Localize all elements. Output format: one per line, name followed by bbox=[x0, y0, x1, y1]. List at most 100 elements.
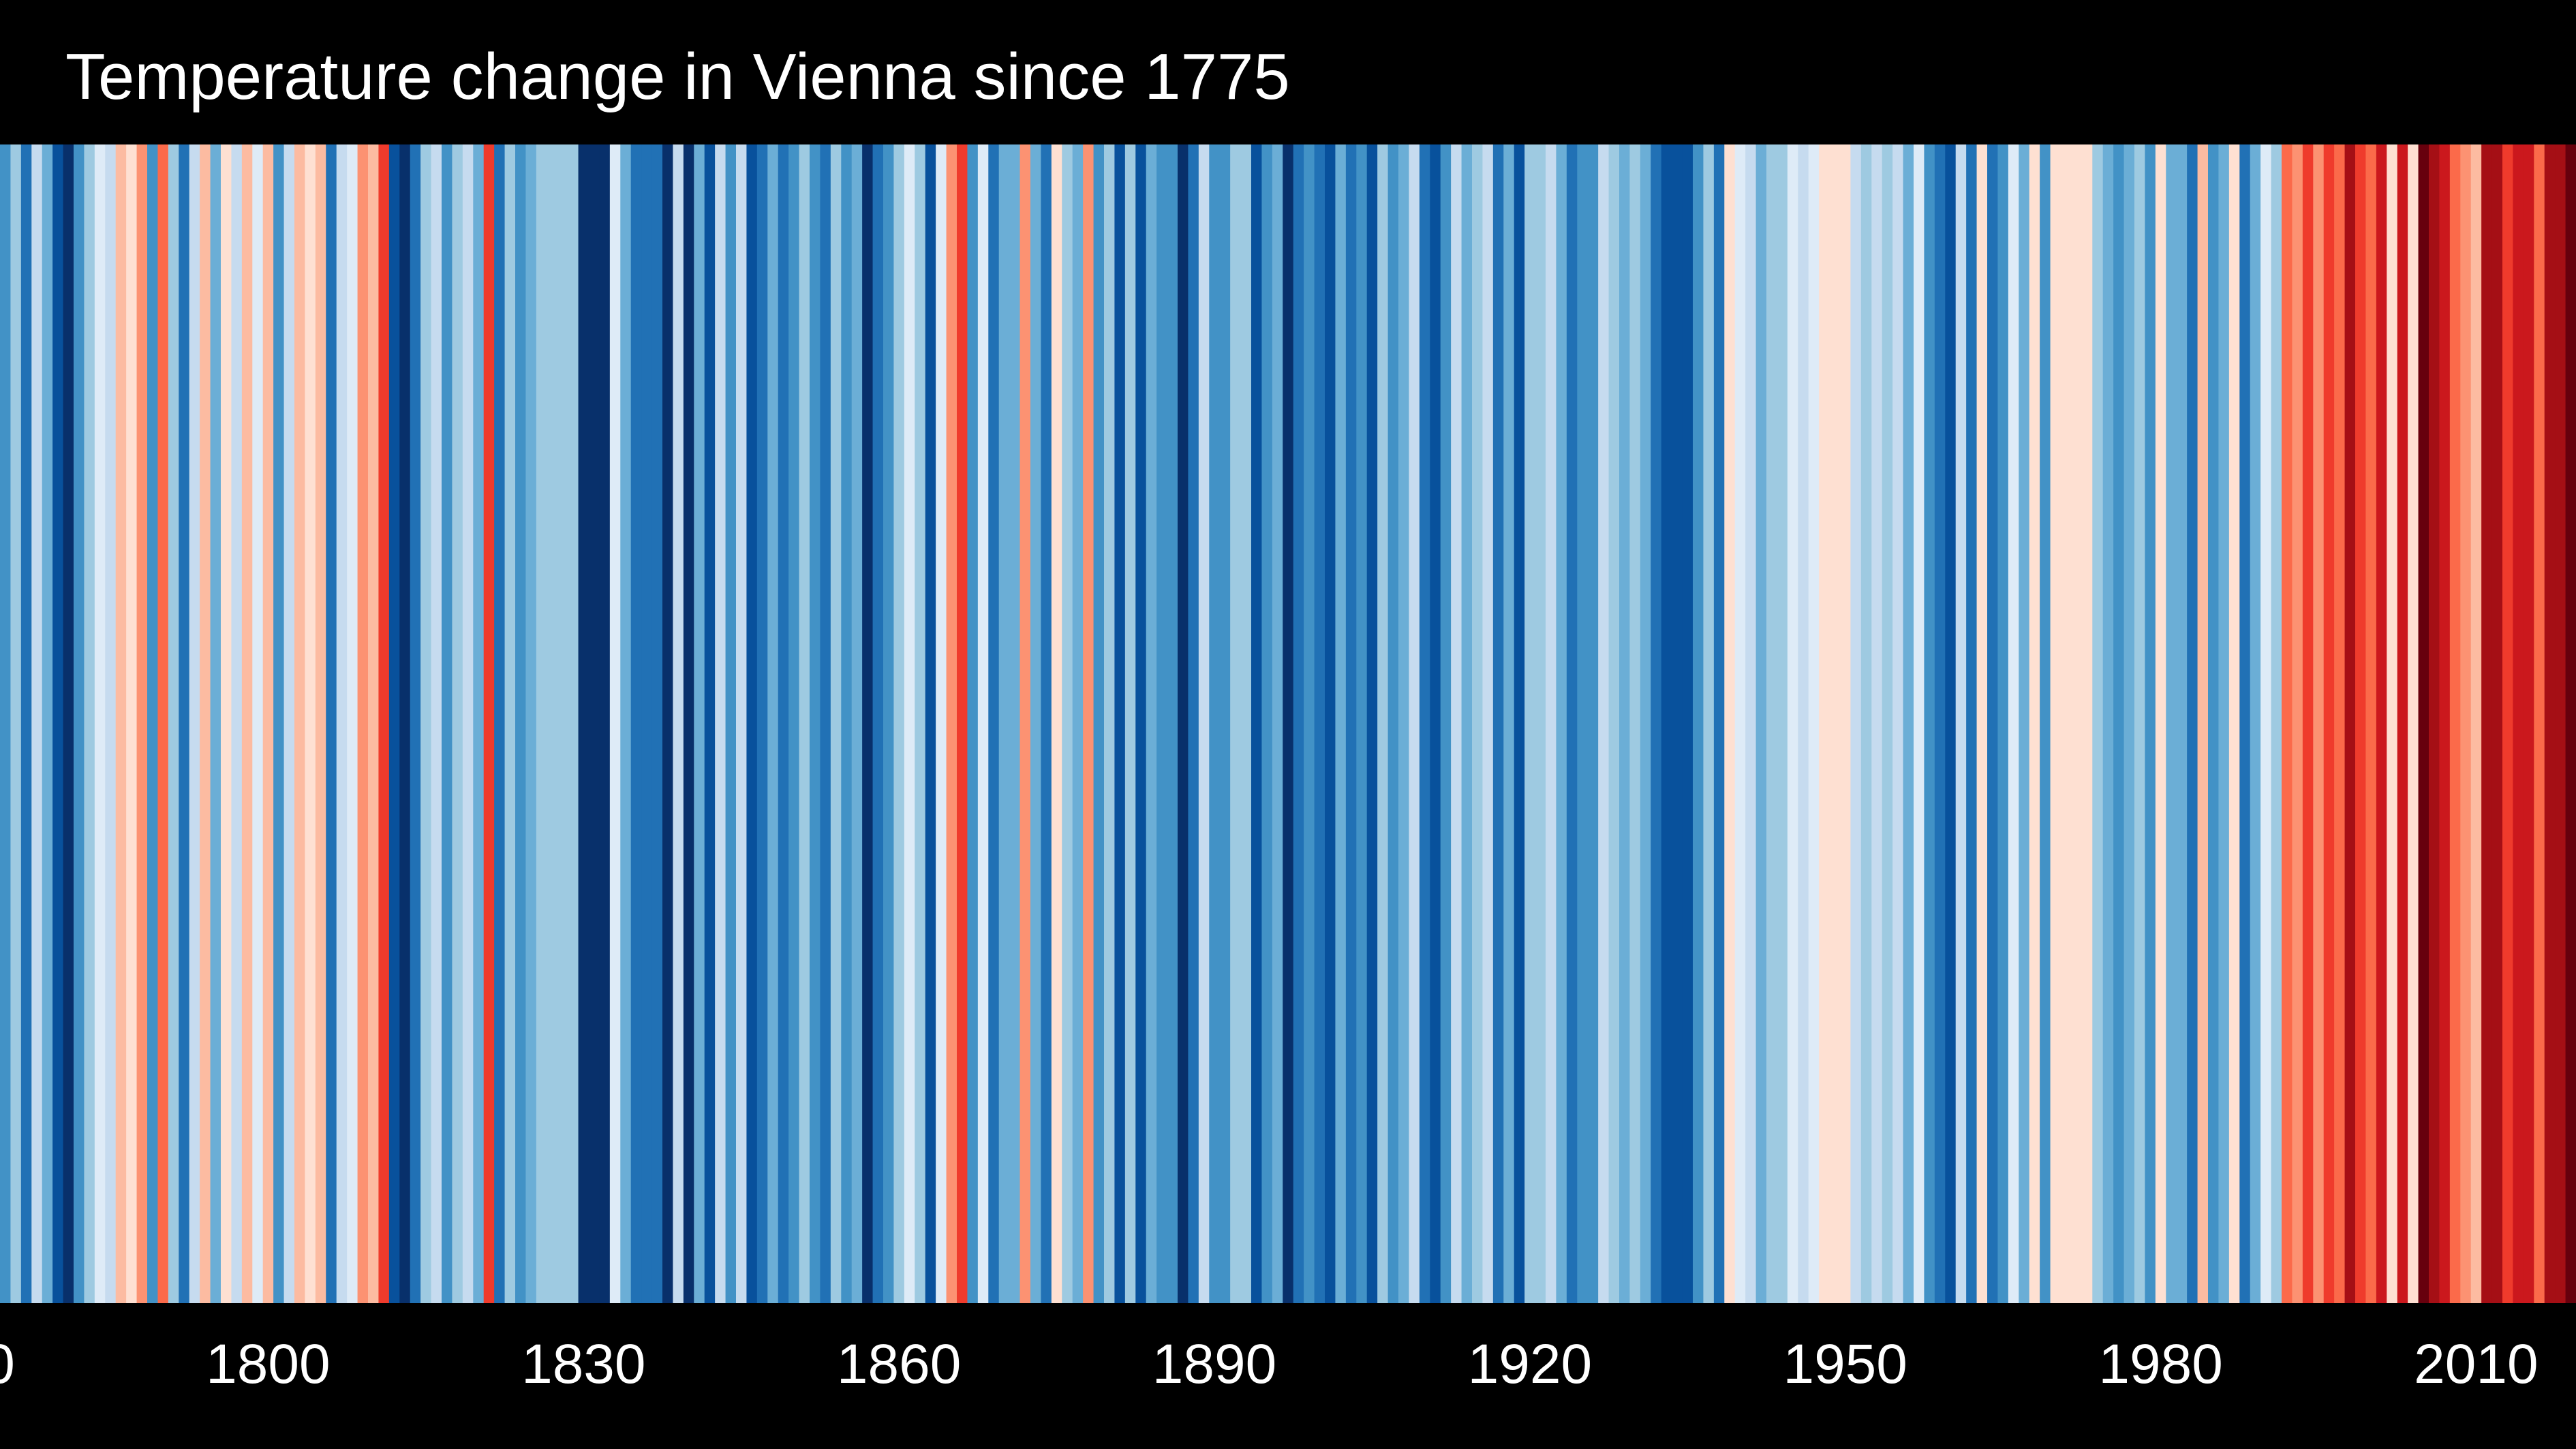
stripe-1830 bbox=[578, 144, 589, 1303]
stripe-1903 bbox=[1345, 144, 1357, 1303]
stripe-1936 bbox=[1693, 144, 1704, 1303]
stripe-1786 bbox=[115, 144, 127, 1303]
stripe-1856 bbox=[851, 144, 863, 1303]
stripe-1933 bbox=[1661, 144, 1672, 1303]
stripe-1917 bbox=[1492, 144, 1504, 1303]
stripe-1907 bbox=[1387, 144, 1399, 1303]
x-tick-label: 1800 bbox=[206, 1333, 331, 1395]
stripe-2017 bbox=[2544, 144, 2556, 1303]
stripe-1982 bbox=[2176, 144, 2188, 1303]
stripe-1864 bbox=[936, 144, 947, 1303]
stripe-1941 bbox=[1745, 144, 1757, 1303]
stripe-1804 bbox=[305, 144, 316, 1303]
stripe-1977 bbox=[2123, 144, 2135, 1303]
stripe-1871 bbox=[1009, 144, 1021, 1303]
stripe-1800 bbox=[262, 144, 274, 1303]
stripe-1889 bbox=[1198, 144, 1210, 1303]
stripe-2019 bbox=[2565, 144, 2576, 1303]
stripe-1841 bbox=[694, 144, 705, 1303]
x-tick-label: 1770 bbox=[0, 1330, 15, 1399]
stripe-1915 bbox=[1472, 144, 1484, 1303]
stripe-1860 bbox=[893, 144, 905, 1303]
stripe-1998 bbox=[2344, 144, 2356, 1303]
stripe-1964 bbox=[1987, 144, 1999, 1303]
stripe-1951 bbox=[1850, 144, 1862, 1303]
stripe-1791 bbox=[168, 144, 179, 1303]
stripe-1905 bbox=[1366, 144, 1378, 1303]
stripe-1896 bbox=[1272, 144, 1283, 1303]
stripe-1997 bbox=[2334, 144, 2346, 1303]
stripe-1816 bbox=[431, 144, 442, 1303]
x-tick-label: 2010 bbox=[2414, 1333, 2539, 1395]
stripe-1922 bbox=[1546, 144, 1557, 1303]
stripe-1886 bbox=[1167, 144, 1178, 1303]
stripe-1807 bbox=[336, 144, 348, 1303]
stripe-1958 bbox=[1924, 144, 1935, 1303]
stripe-1780 bbox=[52, 144, 64, 1303]
x-tick-label: 1890 bbox=[1152, 1333, 1277, 1395]
stripe-1955 bbox=[1892, 144, 1904, 1303]
stripe-1781 bbox=[63, 144, 74, 1303]
stripe-1902 bbox=[1335, 144, 1347, 1303]
stripe-1845 bbox=[736, 144, 748, 1303]
stripe-1775 bbox=[0, 144, 12, 1303]
stripe-1817 bbox=[442, 144, 453, 1303]
stripe-2012 bbox=[2491, 144, 2503, 1303]
stripe-1963 bbox=[1976, 144, 1988, 1303]
stripe-1882 bbox=[1124, 144, 1136, 1303]
stripe-1820 bbox=[473, 144, 485, 1303]
stripe-1823 bbox=[504, 144, 516, 1303]
stripe-1853 bbox=[820, 144, 831, 1303]
stripe-1940 bbox=[1734, 144, 1746, 1303]
stripe-1805 bbox=[315, 144, 326, 1303]
warming-stripes-plot bbox=[0, 144, 2576, 1303]
stripe-1966 bbox=[2008, 144, 2019, 1303]
stripe-1842 bbox=[704, 144, 716, 1303]
chart-title: Temperature change in Vienna since 1775 bbox=[65, 40, 1290, 113]
stripe-1881 bbox=[1114, 144, 1126, 1303]
stripe-1988 bbox=[2239, 144, 2251, 1303]
stripe-1944 bbox=[1777, 144, 1788, 1303]
stripe-1929 bbox=[1619, 144, 1631, 1303]
stripe-1797 bbox=[231, 144, 243, 1303]
stripe-1974 bbox=[2092, 144, 2104, 1303]
stripe-1938 bbox=[1713, 144, 1725, 1303]
stripe-1796 bbox=[221, 144, 232, 1303]
stripe-1910 bbox=[1419, 144, 1430, 1303]
stripe-1994 bbox=[2302, 144, 2314, 1303]
stripe-1898 bbox=[1293, 144, 1304, 1303]
stripe-1884 bbox=[1146, 144, 1157, 1303]
stripe-1803 bbox=[294, 144, 306, 1303]
stripe-1925 bbox=[1577, 144, 1589, 1303]
stripe-2011 bbox=[2481, 144, 2493, 1303]
stripe-1934 bbox=[1672, 144, 1683, 1303]
stripe-1989 bbox=[2250, 144, 2261, 1303]
stripe-1975 bbox=[2102, 144, 2114, 1303]
stripe-1990 bbox=[2260, 144, 2272, 1303]
stripe-1947 bbox=[1808, 144, 1820, 1303]
stripe-1778 bbox=[31, 144, 43, 1303]
stripe-1874 bbox=[1041, 144, 1052, 1303]
stripe-1798 bbox=[241, 144, 253, 1303]
stripe-1899 bbox=[1304, 144, 1315, 1303]
stripe-1814 bbox=[410, 144, 421, 1303]
stripe-1908 bbox=[1398, 144, 1410, 1303]
stripe-1978 bbox=[2134, 144, 2146, 1303]
stripe-1953 bbox=[1871, 144, 1883, 1303]
stripe-1851 bbox=[799, 144, 810, 1303]
stripe-1890 bbox=[1209, 144, 1221, 1303]
stripe-1897 bbox=[1283, 144, 1294, 1303]
stripe-1776 bbox=[10, 144, 22, 1303]
stripe-1923 bbox=[1556, 144, 1567, 1303]
stripe-1837 bbox=[651, 144, 663, 1303]
stripe-1900 bbox=[1314, 144, 1325, 1303]
stripe-1783 bbox=[84, 144, 95, 1303]
stripe-2006 bbox=[2429, 144, 2440, 1303]
stripe-1790 bbox=[157, 144, 169, 1303]
stripe-1793 bbox=[189, 144, 200, 1303]
stripe-1991 bbox=[2271, 144, 2282, 1303]
stripe-1785 bbox=[105, 144, 117, 1303]
stripe-1992 bbox=[2282, 144, 2293, 1303]
stripe-1833 bbox=[609, 144, 621, 1303]
stripe-1913 bbox=[1451, 144, 1462, 1303]
